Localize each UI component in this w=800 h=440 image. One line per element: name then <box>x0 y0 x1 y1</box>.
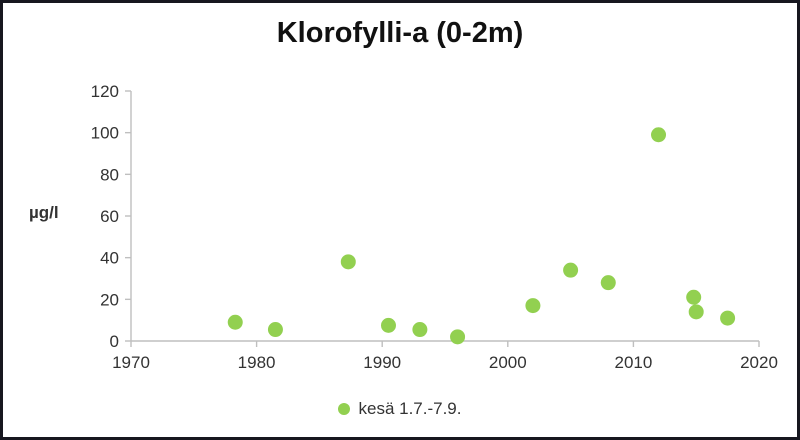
y-tick-label: 80 <box>100 165 119 184</box>
data-point <box>600 275 616 291</box>
data-point <box>720 310 736 326</box>
data-point <box>563 262 579 278</box>
x-tick-label: 1990 <box>363 353 401 372</box>
y-tick-label: 20 <box>100 290 119 309</box>
legend-series-label: kesä 1.7.-7.9. <box>358 399 462 418</box>
data-point <box>340 254 356 270</box>
data-point <box>525 298 541 314</box>
data-point <box>227 314 243 330</box>
x-tick-label: 1970 <box>112 353 150 372</box>
y-axis-title: µg/l <box>29 203 59 222</box>
y-tick-label: 40 <box>100 249 119 268</box>
chart-plot-area: 0 20 40 60 80 100 120 1970 1980 1990 2000 2010 2020 <box>91 82 778 372</box>
x-tick-label: 2000 <box>489 353 527 372</box>
data-point <box>267 322 283 338</box>
y-tick-label: 100 <box>91 124 119 143</box>
chart-title: Klorofylli-a (0-2m) <box>276 17 524 49</box>
y-tick-label: 120 <box>91 82 119 101</box>
legend: kesä 1.7.-7.9. <box>3 399 797 419</box>
data-point <box>686 289 702 305</box>
data-point <box>412 322 428 338</box>
data-point <box>450 329 466 345</box>
legend-marker-icon <box>338 403 351 415</box>
data-point <box>688 304 704 320</box>
y-tick-label: 0 <box>110 332 119 351</box>
x-tick-label: 2020 <box>740 353 778 372</box>
x-tick-label: 1980 <box>238 353 276 372</box>
y-tick-label: 60 <box>100 207 119 226</box>
x-tick-label: 2010 <box>614 353 652 372</box>
data-point <box>380 317 396 333</box>
data-point <box>651 127 667 143</box>
